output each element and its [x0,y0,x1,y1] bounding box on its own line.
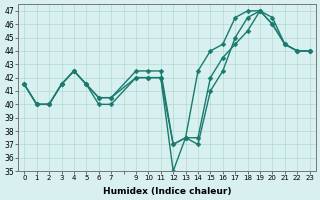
X-axis label: Humidex (Indice chaleur): Humidex (Indice chaleur) [103,187,231,196]
